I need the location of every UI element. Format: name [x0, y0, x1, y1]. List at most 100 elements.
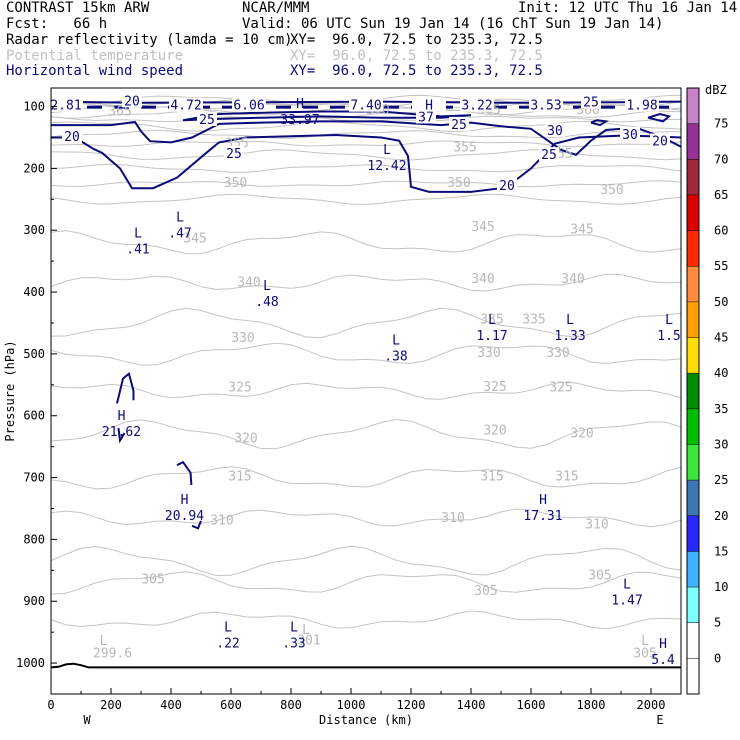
jet-value-label: 2.81	[50, 99, 81, 114]
theta-label: 340	[471, 272, 494, 287]
field-wind-name: Horizontal wind speed	[6, 63, 184, 79]
theta-contour-line	[51, 180, 681, 188]
colorbar-swatch	[687, 301, 699, 338]
jet-value-bg	[412, 97, 446, 112]
colorbar-tick-label: 35	[714, 402, 728, 416]
theta-label: 305	[141, 572, 164, 587]
theta-label: 345	[570, 222, 593, 237]
colorbar: 0 5 10 15 20 25 30 35 40 45 50 55 60 65 70 75	[686, 87, 728, 695]
colorbar-swatch	[687, 551, 699, 588]
jet-value-label: 3.22	[461, 99, 492, 114]
theta-label: 305	[588, 569, 611, 584]
jet-value-label: H	[425, 99, 433, 114]
wind-contour-line	[182, 110, 472, 122]
colorbar-tick-label: 10	[714, 580, 728, 594]
jet-value-label: 1.98	[626, 99, 657, 114]
theta-label: 325	[483, 380, 506, 395]
theta-contour-line	[51, 109, 681, 119]
theta-contour-line	[51, 508, 681, 528]
theta-label: 350	[447, 176, 470, 191]
wind-contour-line	[117, 427, 126, 444]
colorbar-tick-label: 30	[714, 437, 728, 451]
jet-value-bg	[460, 97, 494, 112]
y-axis-title: Pressure (hPa)	[3, 340, 17, 441]
wind-contour-label: 25	[541, 148, 557, 163]
y-tick-label: 800	[23, 532, 45, 546]
wind-label-bg	[224, 145, 244, 160]
colorbar-swatch	[687, 515, 699, 552]
theta-label: 310	[585, 517, 608, 532]
wind-label-bg	[620, 126, 640, 141]
wind-contour-line	[51, 120, 681, 156]
extremum-value: .22	[216, 636, 239, 651]
theta-label: 350	[224, 176, 247, 191]
extremum-value: 1.5	[657, 329, 680, 344]
extremum-value: 1.47	[611, 594, 642, 609]
extremum-symbol: H	[539, 493, 547, 508]
field-theta-name: Potential temperature	[6, 48, 184, 64]
extremum-symbol: L	[566, 313, 574, 328]
wind-contour-label: 20	[499, 179, 515, 194]
wind-contour-label: 30	[622, 128, 638, 143]
jet-value-bg	[625, 97, 659, 112]
extremum-symbol: L	[488, 313, 496, 328]
wind-label-bg	[581, 94, 601, 109]
colorbar-unit: dBZ	[705, 83, 727, 97]
extremum-symbol: L	[392, 333, 400, 348]
colorbar-tick-label: 20	[714, 509, 728, 523]
extremum-symbol: H	[296, 97, 304, 112]
theta-contours	[51, 94, 681, 669]
colorbar-tick-label: 65	[714, 188, 728, 202]
wind-contour-line	[590, 119, 609, 127]
y-tick-label: 700	[23, 471, 45, 485]
extremum-value: 1.33	[554, 329, 585, 344]
colorbar-tick-label: 40	[714, 366, 728, 380]
field-reflectivity-xy: XY= 96.0, 72.5 to 235.3, 72.5	[290, 32, 543, 48]
wind-label-bg	[449, 116, 469, 131]
x-tick-label: 600	[220, 698, 242, 712]
extremum-value: .41	[126, 242, 149, 257]
colorbar-swatch	[687, 373, 699, 409]
jet-value-label: 7.40	[350, 99, 381, 114]
colorbar-tick-label: 50	[714, 295, 728, 309]
wind-label-bg	[545, 123, 565, 138]
theta-label: 340	[561, 272, 584, 287]
colorbar-swatch	[687, 159, 699, 195]
theta-label: 325	[549, 381, 572, 396]
x-tick-label: 400	[160, 698, 182, 712]
y-tick-label: 500	[23, 347, 45, 361]
theta-label: 335	[522, 313, 545, 328]
wind-label-bg	[62, 129, 82, 144]
x-tick-label: 800	[280, 698, 302, 712]
colorbar-tick-label: 45	[714, 331, 728, 345]
east-label: E	[656, 713, 663, 727]
colorbar-swatch	[687, 587, 699, 623]
wind-label-bg	[650, 133, 670, 148]
extremum-symbol: L	[134, 226, 142, 241]
valid-time: Valid: 06 UTC Sun 19 Jan 14 (16 ChT Sun …	[242, 16, 664, 32]
jet-value-label: 3.53	[530, 99, 561, 114]
theta-label: 340	[237, 276, 260, 291]
theta-contour-line	[51, 418, 681, 450]
wind-contour-line	[116, 371, 135, 404]
x-tick-label: 1800	[577, 698, 606, 712]
colorbar-frame	[686, 87, 700, 695]
jet-value-label: 6.06	[233, 99, 264, 114]
colorbar-tick-label: 25	[714, 473, 728, 487]
wind-contour-label: 25	[583, 96, 599, 111]
wind-contour-label: 25	[226, 147, 242, 162]
jet-value-label: 4.72	[170, 99, 201, 114]
colorbar-swatch	[687, 444, 699, 481]
theta-label: 305	[633, 647, 656, 662]
theta-label: 310	[210, 514, 233, 529]
theta-label: 330	[231, 331, 254, 346]
theta-label: L	[100, 634, 108, 649]
wind-label-bg	[416, 109, 436, 124]
theta-contour-line	[51, 120, 681, 133]
extremum-value: .47	[168, 226, 191, 241]
wind-contour-label: 37	[418, 110, 434, 125]
extremum-symbol: L	[263, 279, 271, 294]
x-axis-title: Distance (km)	[319, 713, 413, 727]
theta-label: 350	[600, 183, 623, 198]
extremum-value: 12.42	[367, 159, 406, 174]
